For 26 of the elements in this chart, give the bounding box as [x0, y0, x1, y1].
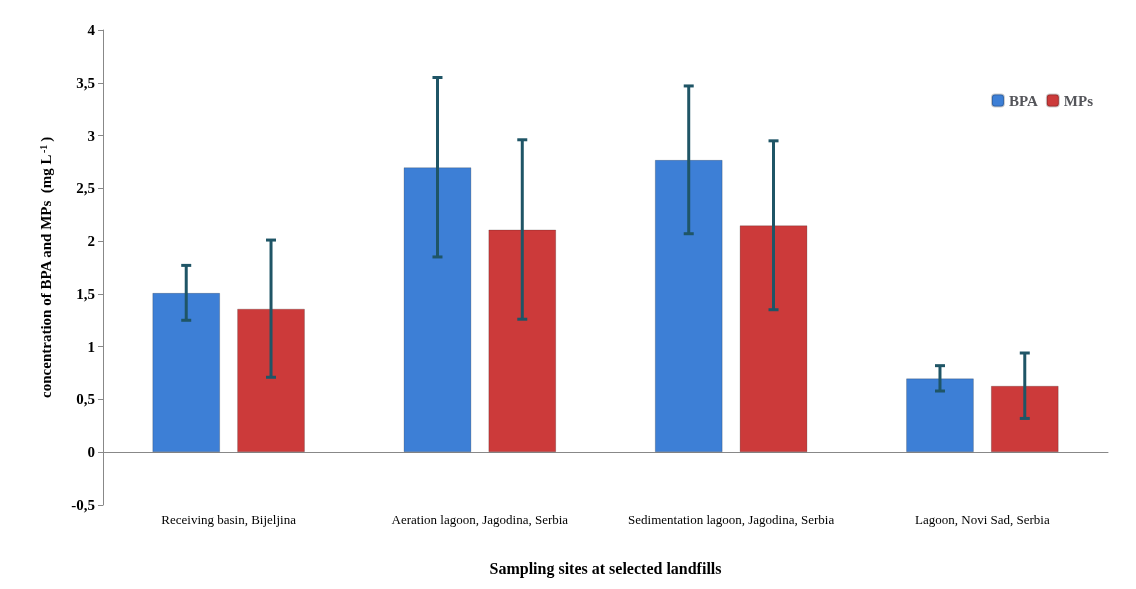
y-tick-label: 3,5 — [76, 74, 95, 91]
y-tick-label: 4 — [87, 22, 96, 38]
y-tick-label: 2,5 — [76, 180, 95, 197]
y-tick-label: 1 — [87, 338, 95, 355]
x-tick-label: Receiving basin, Bijeljina — [161, 512, 297, 527]
y-tick-label: 0,5 — [76, 391, 95, 408]
bar — [152, 292, 221, 453]
x-axis-title: Sampling sites at selected landfills — [489, 559, 722, 578]
bar — [739, 225, 808, 453]
y-tick-label: 2 — [87, 233, 95, 250]
x-tick-label: Aeration lagoon, Jagodina, Serbia — [391, 512, 569, 527]
bar — [237, 308, 305, 453]
y-tick-label: 0 — [87, 444, 95, 461]
bar — [403, 167, 472, 453]
legend-label: MPs — [1063, 92, 1094, 109]
y-axis-title: concentration of BPA and MPs (mg L-1) — [37, 136, 55, 398]
legend-label: BPA — [1008, 92, 1039, 109]
x-tick-label: Sedimentation lagoon, Jagodina, Serbia — [628, 512, 835, 527]
bar — [488, 229, 557, 453]
x-tick-label: Lagoon, Novi Sad, Serbia — [915, 512, 1050, 527]
y-tick-label: -0,5 — [71, 497, 95, 513]
bar — [990, 385, 1059, 453]
bar — [906, 378, 974, 453]
y-tick-label: 1,5 — [76, 285, 95, 302]
y-tick-label: 3 — [87, 127, 95, 144]
bar — [654, 159, 723, 453]
